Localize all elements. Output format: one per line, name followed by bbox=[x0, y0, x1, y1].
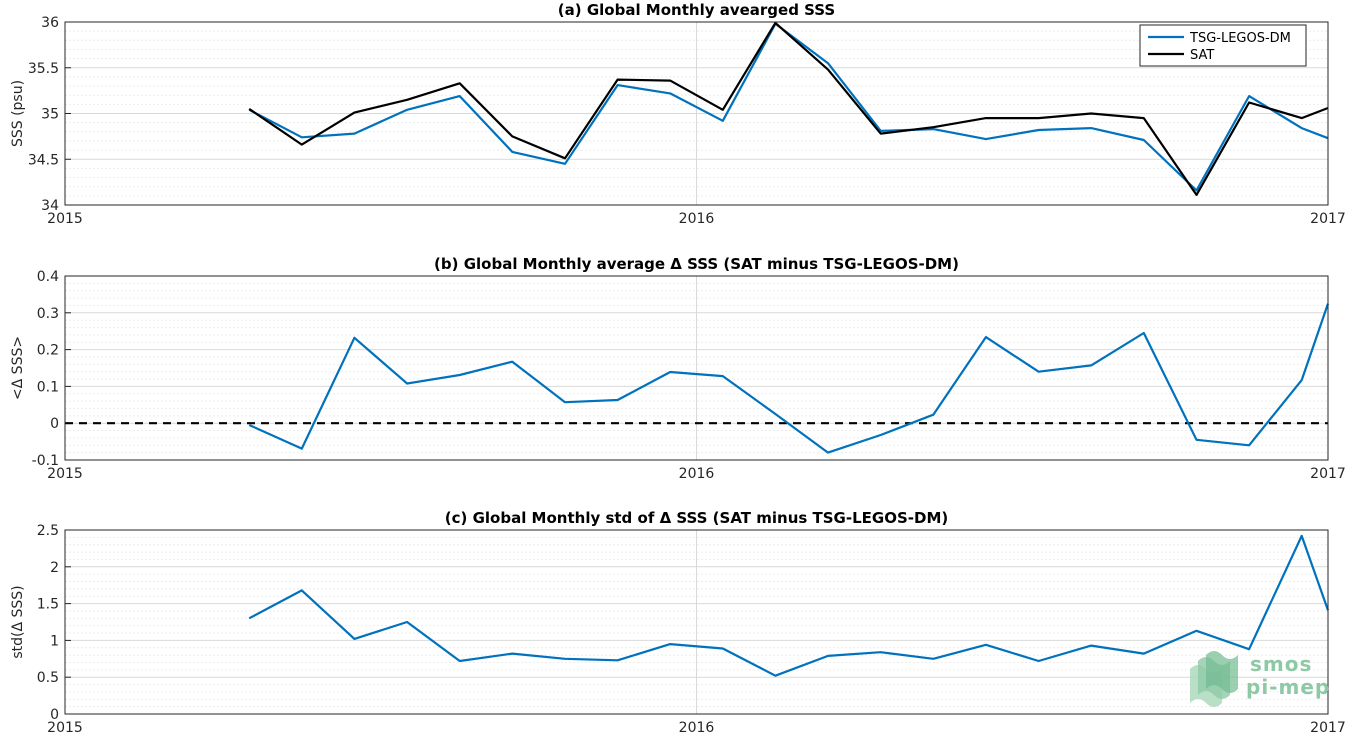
legend-label: SAT bbox=[1190, 48, 1214, 63]
chart-title: (b) Global Monthly average Δ SSS (SAT mi… bbox=[434, 255, 959, 273]
legend-box bbox=[1139, 24, 1307, 67]
y-tick-label: 1.5 bbox=[37, 597, 59, 613]
y-tick-label: 0 bbox=[50, 707, 59, 723]
watermark: smos pi-mep bbox=[1190, 651, 1330, 707]
smos-waves-icon bbox=[1190, 651, 1238, 707]
panel-b: -0.1 0 0.1 0.2 0.3 0.4 2015 2016 2017 (b) Global … bbox=[10, 255, 1346, 482]
y-axis-label: std(Δ SSS) bbox=[10, 585, 26, 658]
y-tick-label: 2 bbox=[50, 560, 59, 576]
y-tick-label: 2.5 bbox=[37, 523, 59, 539]
y-tick-label: 35 bbox=[41, 107, 59, 123]
axes-frame bbox=[64, 21, 1329, 206]
y-tick-label: 0.4 bbox=[37, 269, 59, 285]
y-tick-label: 0.5 bbox=[37, 670, 59, 686]
x-tick-label: 2015 bbox=[47, 720, 83, 736]
y-tick-label: 0 bbox=[50, 416, 59, 432]
y-axis-label: SSS (psu) bbox=[10, 80, 26, 147]
series-line-tsg-legos-dm bbox=[248, 22, 1329, 192]
y-tick-label: 1 bbox=[50, 633, 59, 649]
chart-title: (a) Global Monthly avearged SSS bbox=[558, 1, 835, 19]
axes-frame bbox=[64, 529, 1329, 715]
y-tick-label: 0.2 bbox=[37, 343, 59, 359]
chart-title: (c) Global Monthly std of Δ SSS (SAT min… bbox=[445, 509, 948, 527]
y-tick-label: 34.5 bbox=[28, 152, 59, 168]
x-tick-label: 2017 bbox=[1310, 720, 1346, 736]
axes-frame bbox=[64, 275, 1329, 461]
legend-label: TSG-LEGOS-DM bbox=[1189, 31, 1291, 46]
y-tick-label: 36 bbox=[41, 15, 59, 31]
x-tick-label: 2016 bbox=[679, 720, 715, 736]
panel-a: 34 34.5 35 35.5 36 2015 2016 2017 (a) Global Mon… bbox=[10, 1, 1346, 227]
y-axis-label: <Δ SSS> bbox=[10, 336, 26, 400]
y-tick-label: -0.1 bbox=[32, 453, 59, 469]
x-tick-label: 2016 bbox=[679, 466, 715, 482]
series-line-sat bbox=[248, 21, 1329, 196]
y-tick-label: 35.5 bbox=[28, 61, 59, 77]
watermark-line2: pi-mep bbox=[1246, 675, 1330, 699]
series-line-delta-sss bbox=[248, 534, 1330, 677]
y-tick-label: 34 bbox=[41, 198, 59, 214]
y-tick-label: 0.3 bbox=[37, 306, 59, 322]
panel-c: 0 0.5 1 1.5 2 2.5 2015 2016 2017 (c) Global Month… bbox=[10, 509, 1346, 736]
y-tick-label: 0.1 bbox=[37, 379, 59, 395]
x-tick-label: 2017 bbox=[1310, 466, 1346, 482]
watermark-line1: smos bbox=[1250, 652, 1312, 676]
x-tick-label: 2015 bbox=[47, 466, 83, 482]
x-tick-label: 2017 bbox=[1310, 211, 1346, 227]
x-tick-label: 2015 bbox=[47, 211, 83, 227]
series-line-delta-sss bbox=[248, 303, 1330, 454]
x-tick-label: 2016 bbox=[679, 211, 715, 227]
